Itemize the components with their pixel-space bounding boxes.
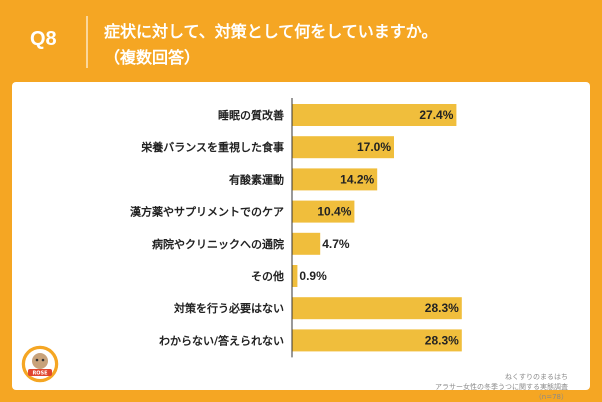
category-label: 栄養バランスを重視した食事 [140,140,284,154]
value-label: 27.4% [419,108,453,122]
category-label: その他 [251,269,284,283]
header: Q8 症状に対して、対策として何をしていますか。 （複数回答） [0,0,602,82]
bar [292,329,462,352]
category-label: 病院やクリニックへの通院 [152,237,284,251]
value-label: 0.9% [299,269,327,283]
bar [292,104,457,126]
bar [292,232,321,255]
bar [292,265,298,287]
category-label: 有酸素運動 [229,172,284,186]
category-label: わからない/答えられない [159,333,284,347]
brand-logo-icon: ROSE [20,344,60,384]
source-note: ねくすりのまるはち アラサー女性の冬季うつに関する実態調査 （n=78） [435,372,568,402]
category-label: 漢方薬やサプリメントでのケア [130,205,284,219]
question-subtitle: （複数回答） [104,48,201,67]
value-label: 10.4% [317,205,351,219]
bar-chart: 睡眠の質改善 27.4% 栄養バランスを重視した食事 17.0% 有酸素運動 14.2% 漢… [130,98,462,358]
value-label: 14.2% [340,172,374,186]
bar [292,168,378,191]
svg-text:ROSE: ROSE [32,371,48,377]
bar [292,136,394,159]
header-divider [86,16,88,68]
value-label: 4.7% [322,237,350,251]
bar [292,200,355,223]
source-line-1: ねくすりのまるはち [505,373,568,381]
source-line-2: アラサー女性の冬季うつに関する実態調査 [435,383,568,391]
category-label: 対策を行う必要はない [173,301,284,315]
question-number: Q8 [30,28,57,50]
bar [292,297,462,320]
category-label: 睡眠の質改善 [218,108,284,122]
value-label: 17.0% [357,140,391,154]
chart-card: 睡眠の質改善 27.4% 栄養バランスを重視した食事 17.0% 有酸素運動 14.2% 漢… [12,82,590,401]
question-title: 症状に対して、対策として何をしていますか。 [104,22,438,41]
value-label: 28.3% [425,301,459,315]
source-sample-size: （n=78） [534,393,568,401]
value-label: 28.3% [425,333,459,347]
